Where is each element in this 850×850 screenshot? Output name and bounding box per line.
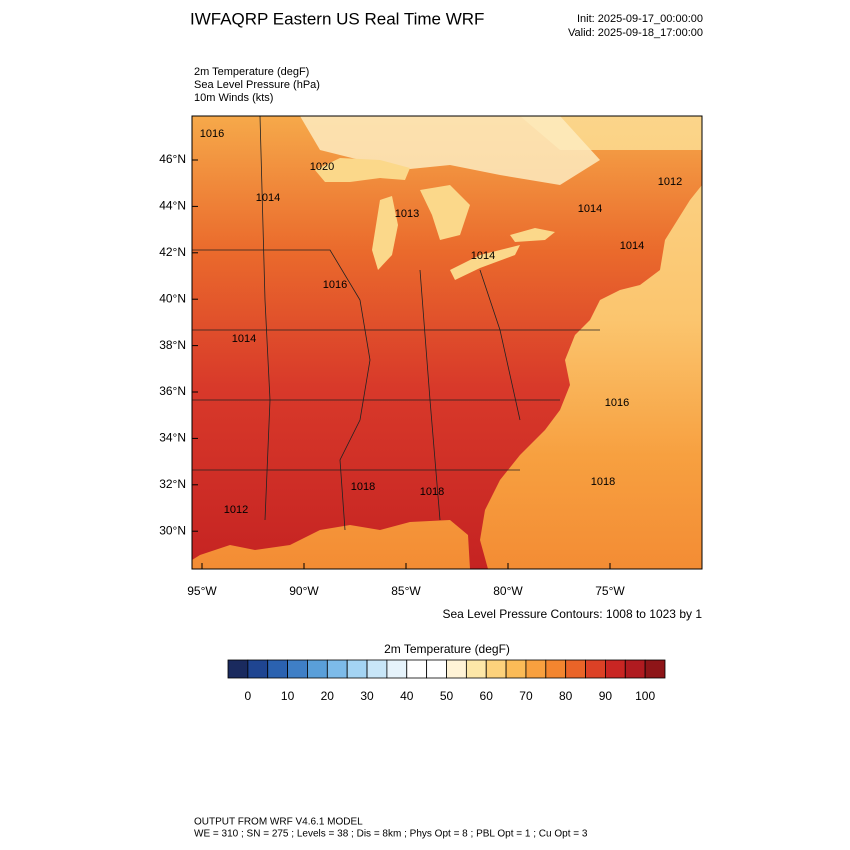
lat-label: 46°N xyxy=(159,152,186,166)
colorbar-box xyxy=(287,659,308,679)
colorbar-label: 50 xyxy=(440,689,454,703)
colorbar-box xyxy=(267,659,288,679)
colorbar-box xyxy=(545,659,567,679)
colorbar-box xyxy=(326,659,348,679)
ticks: 46°N 44°N 42°N 40°N 38°N 36°N 34°N 32°N 30°N 95°W… xyxy=(159,152,625,598)
map-frame xyxy=(191,115,703,570)
colorbar-box xyxy=(644,659,666,679)
colorbar-label: 100 xyxy=(635,689,655,703)
colorbar-box xyxy=(227,659,249,679)
field-label: 2m Temperature (degF) xyxy=(194,66,309,78)
contour-label: 1014 xyxy=(232,333,256,345)
colorbar-label: 30 xyxy=(360,689,374,703)
colorbar-box xyxy=(605,659,626,679)
colorbar-label: 90 xyxy=(599,689,613,703)
contour-label: 1020 xyxy=(310,161,334,173)
colorbar-box xyxy=(386,659,408,679)
colorbar-label: 0 xyxy=(245,689,252,703)
colorbar-label: 10 xyxy=(281,689,295,703)
colorbar-box xyxy=(247,659,269,679)
land xyxy=(192,116,702,569)
colorbar-box xyxy=(465,659,487,679)
lat-label: 42°N xyxy=(159,245,186,259)
colorbar-label: 80 xyxy=(559,689,573,703)
contour-label: 1018 xyxy=(351,481,375,493)
colorbar-label: 60 xyxy=(480,689,494,703)
colorbar-box xyxy=(525,659,547,679)
lon-label: 95°W xyxy=(187,584,217,598)
field-label: 10m Winds (kts) xyxy=(194,92,273,104)
title: IWFAQRP Eastern US Real Time WRF xyxy=(190,9,484,28)
valid-time: Valid: 2025-09-18_17:00:00 xyxy=(568,27,703,39)
colorbar-box xyxy=(585,659,606,679)
lon-label: 90°W xyxy=(289,584,319,598)
lat-label: 34°N xyxy=(159,431,186,445)
contour-label: 1013 xyxy=(395,208,419,220)
colorbar-box xyxy=(426,659,447,679)
lon-label: 80°W xyxy=(493,584,523,598)
contour-note: Sea Level Pressure Contours: 1008 to 102… xyxy=(443,607,703,621)
colorbar-box xyxy=(406,659,428,679)
colorbar-box xyxy=(346,659,368,679)
lat-label: 40°N xyxy=(159,291,186,305)
lon-label: 75°W xyxy=(595,584,625,598)
colorbar-box xyxy=(485,659,507,679)
contour-label: 1012 xyxy=(224,504,248,516)
colorbar-title: 2m Temperature (degF) xyxy=(384,642,510,656)
cold-north xyxy=(300,116,600,185)
contour-label: 1016 xyxy=(605,397,629,409)
lat-label: 44°N xyxy=(159,199,186,213)
lake-ontario xyxy=(510,228,555,242)
colorbar-label: 40 xyxy=(400,689,414,703)
lake-michigan xyxy=(372,196,398,270)
footer-line: OUTPUT FROM WRF V4.6.1 MODEL xyxy=(194,817,363,828)
map xyxy=(192,116,702,569)
contour-labels: 1016 1020 1014 1013 1014 1012 1014 1014 1016 1014… xyxy=(200,128,682,516)
colorbar-box xyxy=(446,659,467,679)
lake-erie xyxy=(450,245,520,280)
footer-line: WE = 310 ; SN = 275 ; Levels = 38 ; Dis … xyxy=(194,829,588,840)
contour-label: 1014 xyxy=(256,192,280,204)
contour-label: 1014 xyxy=(620,240,644,252)
colorbar-box xyxy=(307,659,328,679)
contour-label: 1012 xyxy=(658,176,682,188)
borders xyxy=(192,116,600,531)
colorbar-box xyxy=(505,659,527,679)
colorbar-box xyxy=(624,659,646,679)
lat-label: 30°N xyxy=(159,523,186,537)
colorbar-label: 70 xyxy=(519,689,533,703)
contour-label: 1016 xyxy=(323,279,347,291)
colorbar-label: 20 xyxy=(321,689,335,703)
colorbar: 0 10 20 30 40 50 60 70 80 90 100 xyxy=(227,659,666,703)
contour-label: 1018 xyxy=(591,476,615,488)
lon-label: 85°W xyxy=(391,584,421,598)
contour-label: 1014 xyxy=(578,203,602,215)
init-time: Init: 2025-09-17_00:00:00 xyxy=(577,13,703,25)
contour-label: 1018 xyxy=(420,486,444,498)
colorbar-box xyxy=(565,659,586,679)
colorbar-box xyxy=(366,659,388,679)
field-label: Sea Level Pressure (hPa) xyxy=(194,79,320,91)
lat-label: 36°N xyxy=(159,384,186,398)
lat-label: 32°N xyxy=(159,477,186,491)
lake-superior xyxy=(315,158,410,182)
lat-label: 38°N xyxy=(159,338,186,352)
contour-label: 1014 xyxy=(471,250,495,262)
contour-label: 1016 xyxy=(200,128,224,140)
lake-huron xyxy=(420,185,470,240)
